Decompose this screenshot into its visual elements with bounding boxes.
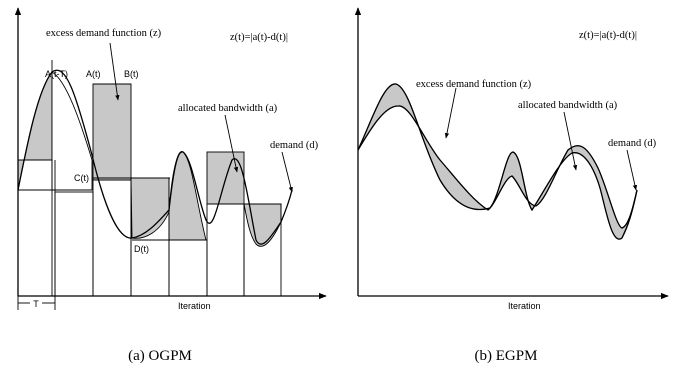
x-axis-label-b: Iteration — [508, 301, 541, 311]
excess-label-a: excess demand function (z) — [46, 28, 162, 39]
demand-curve-a — [17, 69, 293, 245]
excess-label-b: excess demand function (z) — [416, 79, 532, 90]
label-a-t-minus-t: A(t-T) — [45, 69, 68, 79]
caption-a: (a) OGPM — [128, 348, 192, 364]
allocated-label-a: allocated bandwidth (a) — [178, 103, 278, 114]
excess-bar-at — [92, 83, 132, 181]
alloc-bar-2 — [54, 191, 94, 297]
alloc-bar-3 — [92, 179, 132, 297]
alloc-bar-6 — [206, 203, 245, 297]
panel-egpm: z(t)=|a(t)-d(t)| excess demand function … — [354, 7, 669, 364]
allocated-arrow-a — [224, 114, 239, 173]
formula-b: z(t)=|a(t)-d(t)| — [579, 30, 637, 41]
demand-arrow-a — [281, 151, 293, 193]
excess-area-end — [243, 203, 282, 247]
allocated-arrow-b — [563, 111, 578, 171]
excess-arrow-b — [444, 87, 457, 139]
excess-area-rise — [17, 70, 53, 191]
panel-ogpm: T excess demand function (z) z(t)=|a(t)-… — [14, 7, 327, 364]
allocated-curve-b — [357, 105, 638, 229]
alloc-bar-5 — [168, 239, 208, 297]
excess-area-peak — [51, 71, 93, 191]
caption-b: (b) EGPM — [475, 348, 538, 364]
demand-arrow-b — [626, 149, 638, 191]
formula-a: z(t)=|a(t)-d(t)| — [230, 32, 288, 43]
label-b-t: B(t) — [124, 69, 139, 79]
excess-arrow-a — [109, 42, 120, 101]
period-label: T — [33, 299, 39, 309]
excess-area-hump — [168, 151, 207, 241]
label-c-t: C(t) — [74, 173, 89, 183]
x-axis-label-a: Iteration — [178, 301, 211, 311]
alloc-bar-1 — [17, 189, 53, 297]
label-d-t: D(t) — [134, 244, 149, 254]
demand-label-a: demand (d) — [270, 140, 319, 151]
allocated-label-b: allocated bandwidth (a) — [518, 100, 618, 111]
demand-curve-b — [357, 83, 638, 240]
demand-label-b: demand (d) — [608, 138, 657, 149]
label-a-t: A(t) — [86, 69, 101, 79]
